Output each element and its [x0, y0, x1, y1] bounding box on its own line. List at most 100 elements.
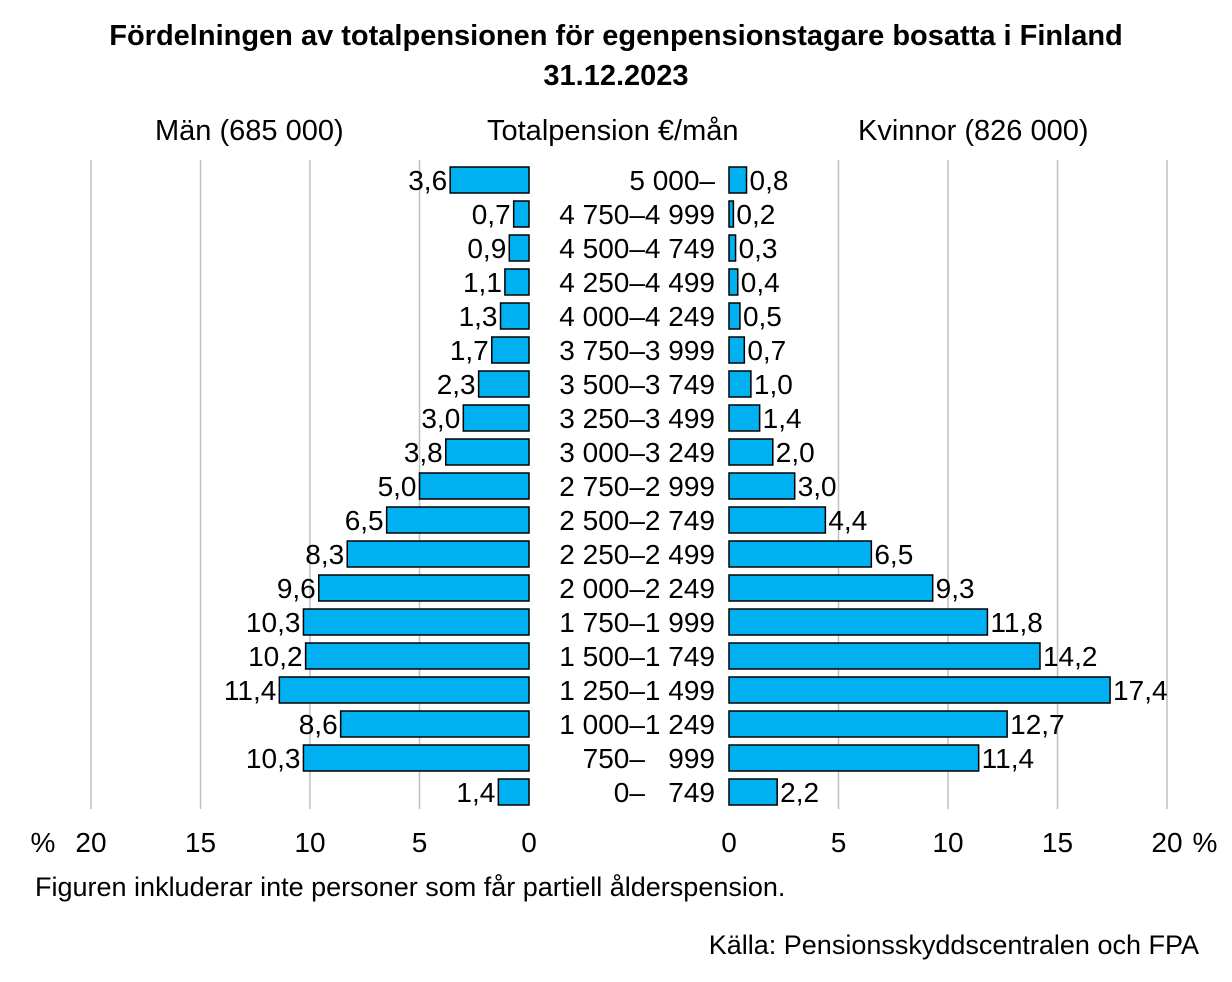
- women-header: Kvinnor (826 000): [858, 115, 1089, 147]
- pension-range-header: Totalpension €/mån: [487, 115, 739, 147]
- category-label-17: 750– 999: [583, 743, 715, 774]
- data-label-women-5: 0,7: [747, 335, 786, 366]
- bar-men-0: [449, 166, 530, 194]
- data-label-women-6: 1,0: [754, 369, 793, 400]
- category-label-1: 4 750–4 999: [559, 199, 715, 230]
- data-label-men-13: 10,3: [246, 607, 301, 638]
- bar-men-16: [339, 710, 530, 738]
- category-label-18: 0– 749: [614, 777, 715, 808]
- data-label-men-12: 9,6: [277, 573, 316, 604]
- source-note: Källa: Pensionsskyddscentralen och FPA: [708, 930, 1199, 960]
- x-tick-right-0: 0: [721, 827, 737, 858]
- bar-men-4: [499, 302, 530, 330]
- bar-women-7: [728, 404, 761, 432]
- bar-men-1: [512, 200, 530, 228]
- bar-women-14: [728, 642, 1041, 670]
- bar-women-12: [728, 574, 934, 602]
- data-label-women-1: 0,2: [736, 199, 775, 230]
- data-label-women-11: 6,5: [874, 539, 913, 570]
- data-label-women-14: 14,2: [1043, 641, 1098, 672]
- data-label-women-8: 2,0: [776, 437, 815, 468]
- bar-men-5: [491, 336, 530, 364]
- category-label-0: 5 000–: [629, 165, 715, 196]
- data-label-men-17: 10,3: [246, 743, 301, 774]
- category-label-7: 3 250–3 499: [559, 403, 715, 434]
- category-label-11: 2 250–2 499: [559, 539, 715, 570]
- data-label-women-18: 2,2: [780, 777, 819, 808]
- bar-women-9: [728, 472, 796, 500]
- data-label-women-9: 3,0: [798, 471, 837, 502]
- x-tick-right-5: 5: [831, 827, 847, 858]
- data-label-women-7: 1,4: [763, 403, 802, 434]
- bar-women-5: [728, 336, 746, 364]
- bar-men-3: [504, 268, 530, 296]
- bar-women-10: [728, 506, 827, 534]
- bar-women-11: [728, 540, 873, 568]
- data-label-men-5: 1,7: [450, 335, 489, 366]
- bar-men-13: [302, 608, 530, 636]
- x-tick-right-10: 10: [932, 827, 963, 858]
- data-label-men-3: 1,1: [463, 267, 502, 298]
- x-tick-left-20: 20: [75, 827, 106, 858]
- data-label-women-16: 12,7: [1010, 709, 1065, 740]
- category-label-3: 4 250–4 499: [559, 267, 715, 298]
- category-label-6: 3 500–3 749: [559, 369, 715, 400]
- data-label-women-2: 0,3: [739, 233, 778, 264]
- x-unit-left: %: [31, 827, 56, 858]
- category-label-10: 2 500–2 749: [559, 505, 715, 536]
- data-label-men-14: 10,2: [248, 641, 303, 672]
- category-label-15: 1 250–1 499: [559, 675, 715, 706]
- data-label-men-9: 5,0: [378, 471, 417, 502]
- category-label-12: 2 000–2 249: [559, 573, 715, 604]
- bar-women-18: [728, 778, 778, 806]
- data-label-women-15: 17,4: [1113, 675, 1168, 706]
- category-label-13: 1 750–1 999: [559, 607, 715, 638]
- x-tick-left-0: 0: [521, 827, 537, 858]
- category-label-16: 1 000–1 249: [559, 709, 715, 740]
- men-header: Män (685 000): [155, 115, 344, 147]
- category-label-9: 2 750–2 999: [559, 471, 715, 502]
- x-tick-right-15: 15: [1042, 827, 1073, 858]
- bar-women-16: [728, 710, 1008, 738]
- bar-women-0: [728, 166, 748, 194]
- bar-men-7: [462, 404, 530, 432]
- data-label-men-1: 0,7: [472, 199, 511, 230]
- bar-women-4: [728, 302, 741, 330]
- x-unit-right: %: [1193, 827, 1218, 858]
- category-label-5: 3 750–3 999: [559, 335, 715, 366]
- bar-men-11: [346, 540, 530, 568]
- x-tick-left-15: 15: [185, 827, 216, 858]
- bar-men-6: [477, 370, 530, 398]
- chart-title-date: 31.12.2023: [543, 60, 689, 92]
- bar-men-12: [318, 574, 530, 602]
- data-label-men-11: 8,3: [305, 539, 344, 570]
- x-tick-left-10: 10: [294, 827, 325, 858]
- data-label-men-15: 11,4: [224, 675, 276, 706]
- bar-women-2: [728, 234, 737, 262]
- data-label-women-4: 0,5: [743, 301, 782, 332]
- bar-men-10: [385, 506, 530, 534]
- data-label-men-0: 3,6: [408, 165, 447, 196]
- data-label-men-2: 0,9: [467, 233, 506, 264]
- data-label-men-4: 1,3: [459, 301, 498, 332]
- data-label-women-10: 4,4: [828, 505, 867, 536]
- data-label-men-8: 3,8: [404, 437, 443, 468]
- footnote: Figuren inkluderar inte personer som får…: [35, 872, 786, 902]
- bar-women-1: [728, 200, 735, 228]
- bar-women-17: [728, 744, 980, 772]
- data-label-women-3: 0,4: [741, 267, 780, 298]
- bar-women-15: [728, 676, 1111, 704]
- data-label-women-17: 11,4: [982, 743, 1034, 774]
- category-label-2: 4 500–4 749: [559, 233, 715, 264]
- bar-men-8: [445, 438, 530, 466]
- x-tick-left-5: 5: [412, 827, 428, 858]
- bar-men-14: [304, 642, 530, 670]
- category-label-8: 3 000–3 249: [559, 437, 715, 468]
- bar-men-2: [508, 234, 530, 262]
- data-label-men-7: 3,0: [421, 403, 460, 434]
- bar-men-15: [278, 676, 530, 704]
- bar-women-3: [728, 268, 739, 296]
- data-label-men-6: 2,3: [437, 369, 476, 400]
- category-label-4: 4 000–4 249: [559, 301, 715, 332]
